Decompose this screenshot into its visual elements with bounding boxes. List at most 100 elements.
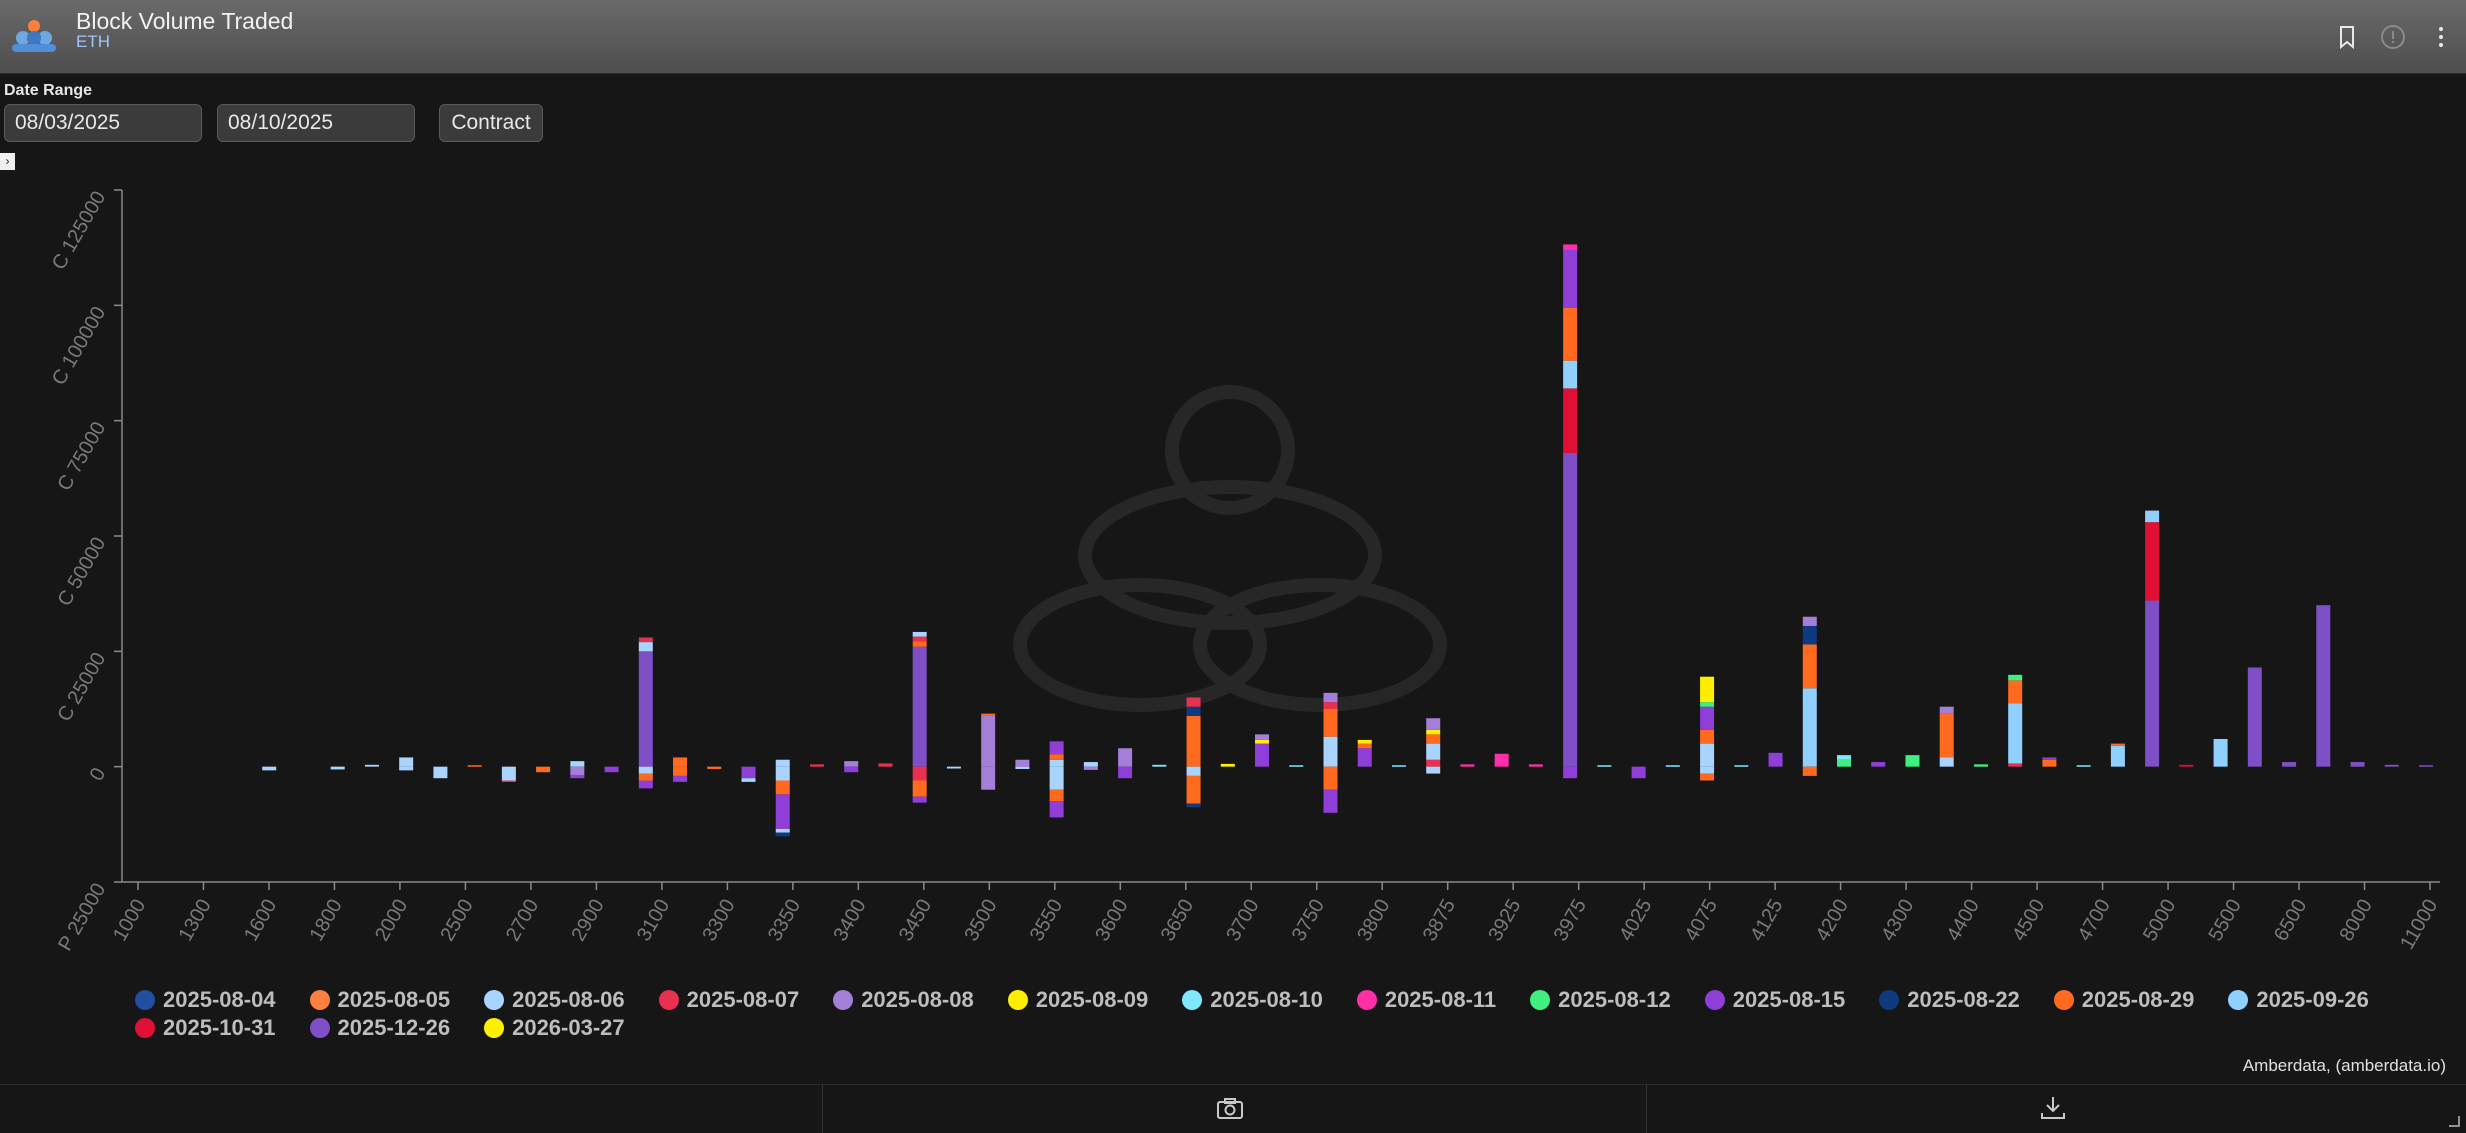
camera-icon[interactable] (1213, 1093, 1247, 1123)
bar-segment[interactable] (1083, 762, 1098, 767)
bar-segment[interactable] (1837, 755, 1852, 760)
bar-segment[interactable] (2008, 680, 2023, 704)
bar-segment[interactable] (604, 766, 619, 773)
bar-segment[interactable] (2145, 510, 2160, 523)
bar-segment[interactable] (673, 766, 688, 776)
bar-segment[interactable] (1323, 766, 1338, 790)
bar-segment[interactable] (2042, 759, 2057, 767)
bar-segment[interactable] (673, 775, 688, 782)
bar-segment[interactable] (844, 761, 859, 767)
legend-item[interactable]: 2025-08-07 (658, 987, 799, 1012)
legend-item[interactable]: 2025-08-11 (1356, 987, 1496, 1012)
bar-segment[interactable] (1426, 743, 1441, 760)
bar-segment[interactable] (1323, 709, 1338, 737)
legend-item[interactable]: 2025-12-26 (309, 1015, 450, 1040)
legend-item[interactable]: 2025-08-12 (1530, 987, 1671, 1012)
bar-segment[interactable] (912, 641, 927, 647)
bar-segment[interactable] (1186, 803, 1201, 808)
bar-segment[interactable] (1768, 752, 1783, 767)
bar-segment[interactable] (1186, 775, 1201, 804)
bar-segment[interactable] (1871, 762, 1886, 767)
bar-segment[interactable] (1939, 713, 1954, 758)
bar-segment[interactable] (1049, 754, 1064, 760)
bar-segment[interactable] (1494, 753, 1509, 767)
bar-segment[interactable] (1528, 764, 1543, 767)
bar-segment[interactable] (1323, 702, 1338, 709)
bar-segment[interactable] (1939, 706, 1954, 714)
bar-segment[interactable] (501, 766, 516, 781)
download-icon[interactable] (2036, 1093, 2070, 1123)
bar-segment[interactable] (1186, 697, 1201, 707)
bar-segment[interactable] (1391, 765, 1406, 767)
bar-segment[interactable] (1802, 644, 1817, 689)
bar-segment[interactable] (1049, 766, 1064, 790)
legend-item[interactable]: 2025-08-06 (484, 987, 625, 1012)
more-options-icon[interactable] (2428, 24, 2454, 50)
bar-segment[interactable] (1665, 765, 1680, 767)
bar-segment[interactable] (775, 794, 790, 829)
bar-segment[interactable] (2247, 667, 2262, 767)
legend-item[interactable]: 2025-08-10 (1182, 987, 1323, 1012)
legend-item[interactable]: 2026-03-27 (484, 1015, 625, 1040)
bar-segment[interactable] (912, 636, 927, 642)
bar-segment[interactable] (638, 637, 653, 643)
bar-segment[interactable] (262, 766, 277, 771)
bar-segment[interactable] (1837, 759, 1852, 767)
bar-segment[interactable] (1802, 616, 1817, 626)
bar-segment[interactable] (2179, 764, 2194, 767)
bar-segment[interactable] (2213, 738, 2228, 767)
bar-segment[interactable] (1426, 729, 1441, 735)
bar-segment[interactable] (2419, 765, 2433, 767)
legend-item[interactable]: 2025-08-05 (309, 987, 450, 1012)
bar-segment[interactable] (1563, 307, 1578, 361)
bar-segment[interactable] (1357, 739, 1372, 744)
bar-segment[interactable] (1426, 766, 1441, 774)
bar-segment[interactable] (1563, 452, 1578, 767)
bar-segment[interactable] (467, 765, 482, 767)
bar-segment[interactable] (809, 764, 824, 767)
bar-segment[interactable] (1049, 789, 1064, 802)
bar-segment[interactable] (638, 780, 653, 789)
bar-segment[interactable] (912, 780, 927, 797)
bar-segment[interactable] (1563, 360, 1578, 389)
bar-segment[interactable] (1015, 759, 1030, 767)
bar-segment[interactable] (501, 780, 516, 783)
legend-item[interactable]: 2025-08-04 (135, 987, 276, 1012)
expand-toggle-icon[interactable]: › (0, 153, 15, 170)
bar-segment[interactable] (570, 766, 585, 775)
info-icon[interactable] (2380, 24, 2406, 50)
bar-segment[interactable] (1460, 764, 1475, 767)
bar-segment[interactable] (1802, 625, 1817, 645)
bar-segment[interactable] (399, 766, 414, 771)
bar-segment[interactable] (1357, 743, 1372, 749)
bar-segment[interactable] (1700, 743, 1715, 767)
bar-segment[interactable] (981, 713, 996, 716)
bar-segment[interactable] (1802, 688, 1817, 767)
bar-segment[interactable] (1186, 715, 1201, 767)
bar-segment[interactable] (2350, 762, 2365, 767)
bar-segment[interactable] (2282, 762, 2297, 767)
bar-segment[interactable] (2110, 743, 2125, 746)
bar-segment[interactable] (638, 773, 653, 781)
bar-segment[interactable] (1118, 766, 1133, 779)
bar-segment[interactable] (1083, 766, 1098, 770)
bar-segment[interactable] (1700, 676, 1715, 703)
bar-segment[interactable] (638, 642, 653, 652)
bar-segment[interactable] (946, 766, 961, 769)
bar-segment[interactable] (1631, 766, 1646, 779)
bar-segment[interactable] (399, 757, 414, 767)
bar-segment[interactable] (1700, 702, 1715, 707)
bar-segment[interactable] (912, 631, 927, 637)
bar-segment[interactable] (2008, 703, 2023, 764)
bar-segment[interactable] (536, 766, 551, 773)
bar-segment[interactable] (1426, 718, 1441, 730)
bar-segment[interactable] (2316, 605, 2331, 767)
bar-segment[interactable] (1049, 759, 1064, 767)
bar-segment[interactable] (2042, 757, 2057, 760)
bar-segment[interactable] (775, 828, 790, 833)
end-date-input[interactable] (217, 104, 415, 142)
bar-segment[interactable] (1015, 766, 1030, 769)
legend-item[interactable]: 2025-08-08 (833, 987, 974, 1012)
bar-segment[interactable] (364, 764, 379, 767)
bar-segment[interactable] (1220, 763, 1235, 767)
